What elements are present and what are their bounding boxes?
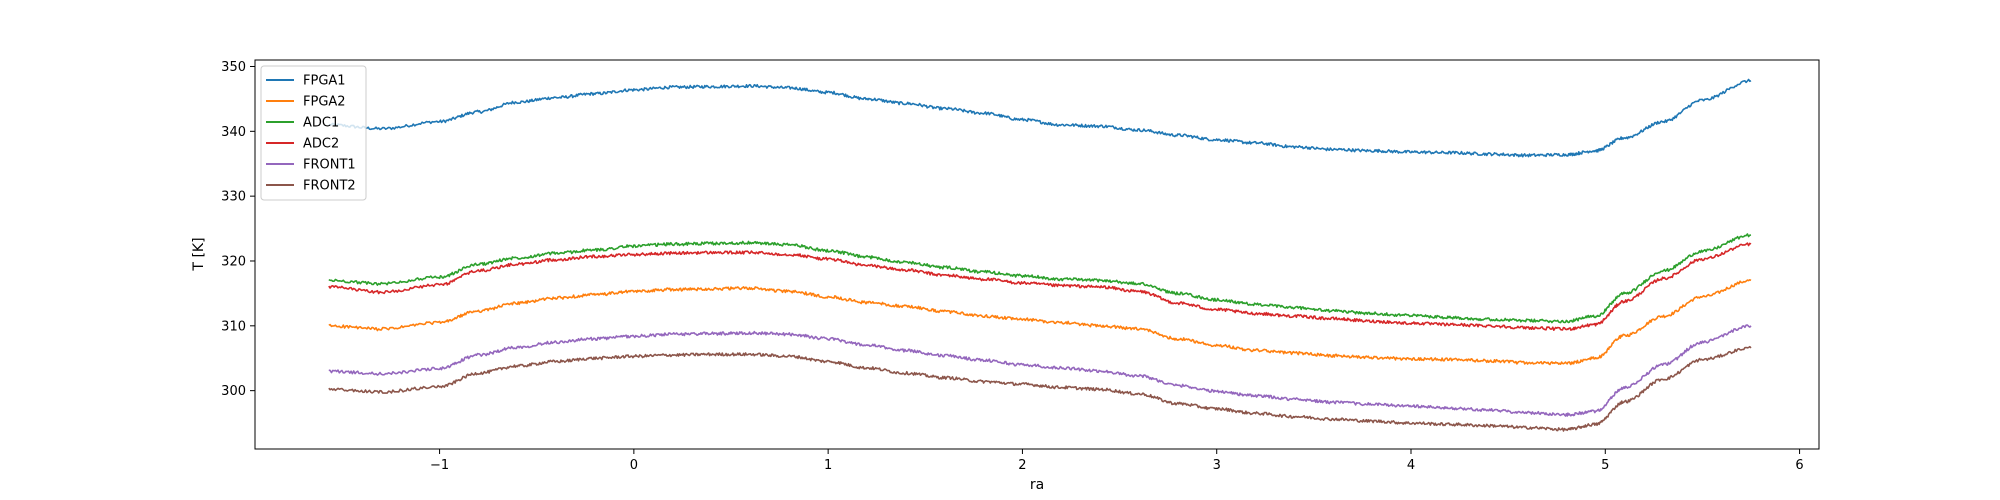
x-tick-label: 5: [1601, 458, 1609, 473]
y-tick-label: 300: [221, 384, 246, 399]
x-tick-label: 0: [630, 458, 638, 473]
x-tick-label: 1: [824, 458, 832, 473]
legend-box: [260, 65, 367, 201]
x-tick-label: 2: [1018, 458, 1026, 473]
y-tick-label: 310: [221, 319, 246, 334]
series-line-front1: [328, 324, 1752, 417]
x-tick-label: 6: [1795, 458, 1803, 473]
series-line-fpga1: [328, 78, 1752, 158]
y-tick-label: 330: [221, 190, 246, 205]
x-axis: −1 0 1 2 3 4 5 6: [430, 449, 1804, 473]
x-tick-label: 3: [1213, 458, 1221, 473]
y-tick-label: 340: [221, 125, 246, 140]
plot-area: [255, 60, 1819, 449]
legend-label: FRONT1: [303, 158, 356, 173]
series-line-adc2: [328, 242, 1752, 332]
legend-label: FRONT2: [303, 179, 356, 194]
y-tick-label: 320: [221, 254, 246, 269]
y-tick-label: 350: [221, 60, 246, 75]
series-line-adc1: [328, 233, 1752, 324]
legend-label: ADC2: [303, 137, 339, 152]
legend-label: ADC1: [303, 116, 339, 131]
x-tick-label: −1: [430, 458, 449, 473]
legend-label: FPGA1: [303, 74, 346, 89]
y-axis-title: T [K]: [191, 237, 207, 271]
plot-frame: [254, 59, 1820, 450]
y-axis: 300 310 320 330 340 350: [221, 60, 255, 399]
series-line-front2: [328, 345, 1752, 432]
x-axis-title: ra: [1030, 477, 1044, 493]
series-layer: [328, 78, 1752, 432]
series-line-fpga2: [328, 278, 1752, 366]
legend: FPGA1 FPGA2 ADC1 ADC2 FRONT1 FRONT2: [260, 65, 367, 201]
x-tick-label: 4: [1407, 458, 1415, 473]
legend-label: FPGA2: [303, 95, 346, 110]
